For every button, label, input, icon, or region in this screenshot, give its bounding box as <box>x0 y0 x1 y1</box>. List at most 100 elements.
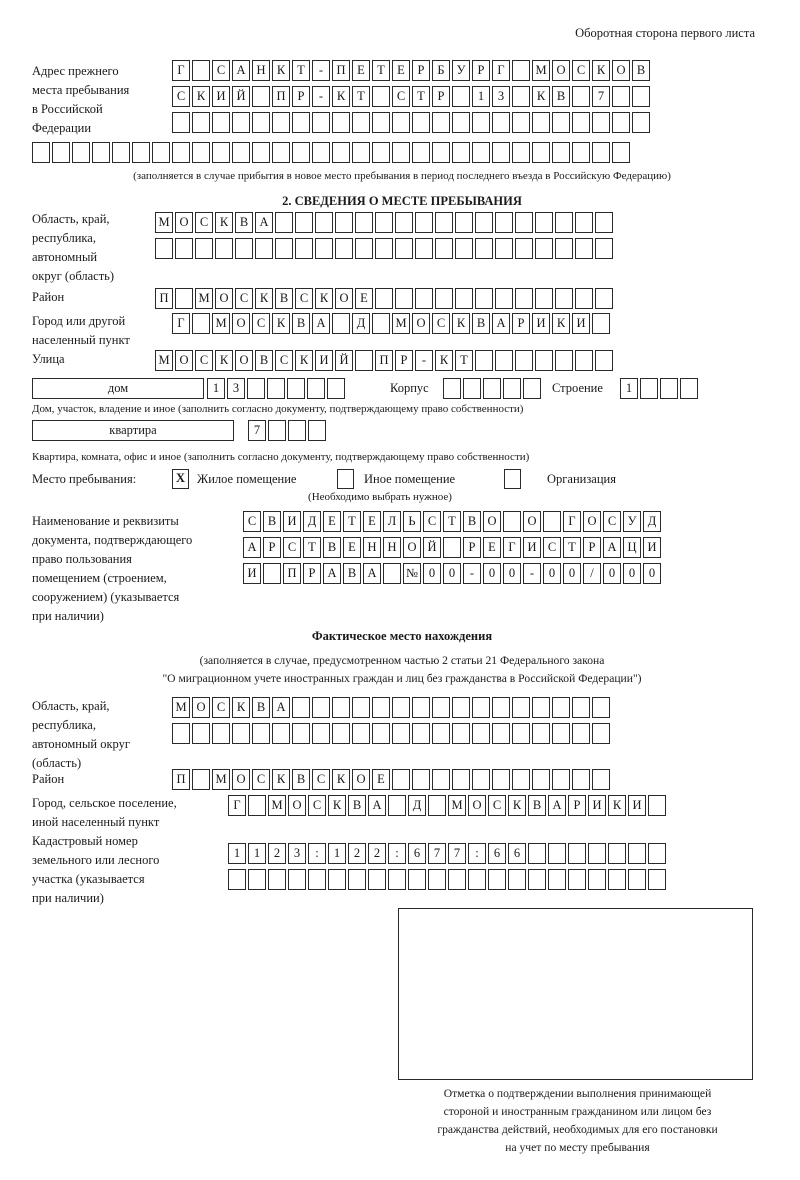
s2-doc-r3-cell-21[interactable]: 0 <box>643 563 661 584</box>
cadastral-r2-cell-6[interactable] <box>328 869 346 890</box>
s2-region-r2-cell-9[interactable] <box>315 238 333 259</box>
s2-district-cell-3[interactable]: М <box>195 288 213 309</box>
actual-region-r2-cell-20[interactable] <box>552 723 570 744</box>
s2-city-cell-2[interactable] <box>192 313 210 334</box>
s2-house-cell-1[interactable]: 1 <box>207 378 225 399</box>
cadastral-r1-cell-14[interactable]: 6 <box>488 843 506 864</box>
actual-district-cell-19[interactable] <box>532 769 550 790</box>
s2-street-cell-14[interactable]: - <box>415 350 433 371</box>
s2-doc-r2-cell-13[interactable]: Е <box>483 537 501 558</box>
s2-region-r2-cell-12[interactable] <box>375 238 393 259</box>
s2-doc-r2-cell-7[interactable]: Н <box>363 537 381 558</box>
s2-doc-r1-cell-16[interactable] <box>543 511 561 532</box>
prev-addr-r4-cell-20[interactable] <box>412 142 430 163</box>
cadastral-r2-cell-1[interactable] <box>228 869 246 890</box>
actual-city-cell-8[interactable]: А <box>368 795 386 816</box>
korpus-cells[interactable] <box>443 378 541 399</box>
s2-district-cell-21[interactable] <box>555 288 573 309</box>
actual-region-r1-cell-3[interactable]: С <box>212 697 230 718</box>
cadastral-r1-cell-20[interactable] <box>608 843 626 864</box>
prev-addr-r3-cell-6[interactable] <box>272 112 290 133</box>
actual-region-r1-cell-13[interactable] <box>412 697 430 718</box>
actual-district-cell-2[interactable] <box>192 769 210 790</box>
cadastral-r2-cell-7[interactable] <box>348 869 366 890</box>
s2-doc-r2-cell-16[interactable]: С <box>543 537 561 558</box>
cadastral-r2-cell-20[interactable] <box>608 869 626 890</box>
actual-city-cell-18[interactable]: Р <box>568 795 586 816</box>
prev-addr-r1-cell-21[interactable]: С <box>572 60 590 81</box>
stroenie-cells[interactable]: 1 <box>620 378 698 399</box>
s2-korpus-cell-3[interactable] <box>483 378 501 399</box>
cadastral-row-2[interactable] <box>228 869 666 890</box>
cadastral-r1-cell-5[interactable]: : <box>308 843 326 864</box>
cadastral-r1-cell-1[interactable]: 1 <box>228 843 246 864</box>
s2-city-cell-21[interactable]: И <box>572 313 590 334</box>
prev-addr-r3-cell-4[interactable] <box>232 112 250 133</box>
s2-flat-cell-4[interactable] <box>308 420 326 441</box>
prev-addr-r2-cell-20[interactable]: В <box>552 86 570 107</box>
actual-city-cell-10[interactable]: Д <box>408 795 426 816</box>
actual-district-cell-13[interactable] <box>412 769 430 790</box>
actual-region-r2-cell-18[interactable] <box>512 723 530 744</box>
s2-doc-r1-cell-2[interactable]: В <box>263 511 281 532</box>
s2-street-cell-4[interactable]: К <box>215 350 233 371</box>
s2-district-cell-20[interactable] <box>535 288 553 309</box>
s2-doc-r3-cell-20[interactable]: 0 <box>623 563 641 584</box>
flat-box-label[interactable]: квартира <box>32 420 234 441</box>
s2-doc-r1-cell-12[interactable]: В <box>463 511 481 532</box>
s2-city-cell-1[interactable]: Г <box>172 313 190 334</box>
s2-city-cell-11[interactable] <box>372 313 390 334</box>
s2-district-cell-12[interactable] <box>375 288 393 309</box>
actual-city-cell-6[interactable]: К <box>328 795 346 816</box>
prev-addr-r1-cell-1[interactable]: Г <box>172 60 190 81</box>
s2-doc-r3-cell-15[interactable]: - <box>523 563 541 584</box>
actual-region-r2-cell-22[interactable] <box>592 723 610 744</box>
s2-doc-r1-cell-20[interactable]: У <box>623 511 641 532</box>
s2-doc-r1-cell-7[interactable]: Е <box>363 511 381 532</box>
prev-addr-r4-cell-13[interactable] <box>272 142 290 163</box>
prev-addr-r3-cell-11[interactable] <box>372 112 390 133</box>
s2-doc-r2-cell-17[interactable]: Т <box>563 537 581 558</box>
s2-region-r2-cell-19[interactable] <box>515 238 533 259</box>
prev-addr-r1-cell-10[interactable]: Е <box>352 60 370 81</box>
actual-city-cell-16[interactable]: В <box>528 795 546 816</box>
s2-district-cell-13[interactable] <box>395 288 413 309</box>
s2-doc-r1-cell-5[interactable]: Е <box>323 511 341 532</box>
s2-doc-r3-cell-6[interactable]: В <box>343 563 361 584</box>
s2-region-r1-cell-2[interactable]: О <box>175 212 193 233</box>
s2-doc-r2-cell-21[interactable]: И <box>643 537 661 558</box>
s2-doc-r2-cell-6[interactable]: Е <box>343 537 361 558</box>
s2-district-cell-1[interactable]: П <box>155 288 173 309</box>
s2-region-r2-cell-23[interactable] <box>595 238 613 259</box>
cadastral-r1-cell-13[interactable]: : <box>468 843 486 864</box>
cadastral-r1-cell-11[interactable]: 7 <box>428 843 446 864</box>
actual-region-r2-cell-17[interactable] <box>492 723 510 744</box>
s2-district-cell-6[interactable]: К <box>255 288 273 309</box>
cadastral-r2-cell-2[interactable] <box>248 869 266 890</box>
actual-city-cell-21[interactable]: И <box>628 795 646 816</box>
s2-korpus-cell-5[interactable] <box>523 378 541 399</box>
previous-address-row-3[interactable] <box>172 112 650 133</box>
actual-region-r1-cell-4[interactable]: К <box>232 697 250 718</box>
checkbox-organization[interactable] <box>504 469 521 489</box>
s2-doc-r2-cell-11[interactable] <box>443 537 461 558</box>
prev-addr-r2-cell-23[interactable] <box>612 86 630 107</box>
actual-region-r1-cell-19[interactable] <box>532 697 550 718</box>
cadastral-r2-cell-13[interactable] <box>468 869 486 890</box>
prev-addr-r2-cell-1[interactable]: С <box>172 86 190 107</box>
cadastral-r2-cell-8[interactable] <box>368 869 386 890</box>
s2-flat-cell-2[interactable] <box>268 420 286 441</box>
actual-region-r1-cell-14[interactable] <box>432 697 450 718</box>
prev-addr-r4-cell-30[interactable] <box>612 142 630 163</box>
s2-region-r2-cell-22[interactable] <box>575 238 593 259</box>
s2-doc-r1-cell-13[interactable]: О <box>483 511 501 532</box>
s2-doc-r2-cell-1[interactable]: А <box>243 537 261 558</box>
s2-flat-cell-3[interactable] <box>288 420 306 441</box>
prev-addr-r2-cell-15[interactable] <box>452 86 470 107</box>
cadastral-r2-cell-19[interactable] <box>588 869 606 890</box>
s2-city-cell-18[interactable]: Р <box>512 313 530 334</box>
s2-street-cell-5[interactable]: О <box>235 350 253 371</box>
s2-flat-cell-1[interactable]: 7 <box>248 420 266 441</box>
